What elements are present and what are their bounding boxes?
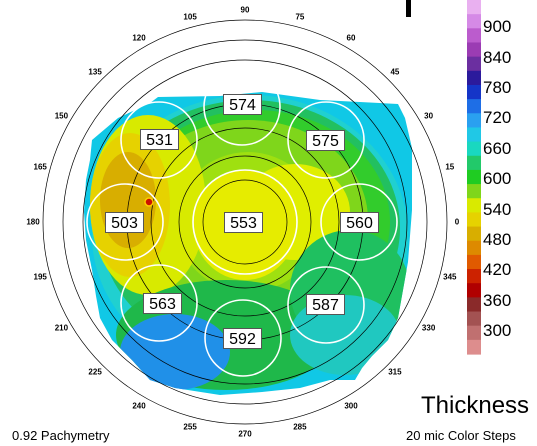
top-marker [406, 0, 411, 17]
zone-value-temporal: 503 [105, 212, 144, 233]
angle-tick-label: 60 [346, 33, 356, 43]
scale-swatch [467, 70, 481, 86]
scale-swatch [467, 14, 481, 29]
scale-swatch [467, 240, 481, 256]
map-caption: 0.92 Pachymetry [12, 428, 110, 443]
angle-tick-label: 255 [183, 422, 197, 432]
zone-value-superior-nasal: 575 [306, 130, 345, 151]
map-subtitle: 20 mic Color Steps [406, 428, 516, 443]
zone-circles [86, 68, 398, 377]
scale-swatch [467, 56, 481, 72]
angle-tick-label: 315 [388, 367, 402, 377]
scale-label-360: 360 [483, 291, 512, 310]
scale-swatch [467, 169, 481, 185]
zone-value-center: 553 [224, 212, 263, 233]
scale-swatch [467, 283, 481, 298]
thickness-map-surface [84, 92, 412, 395]
map-title: Thickness [421, 392, 530, 419]
angle-tick-label: 270 [238, 429, 252, 439]
scale-label-480: 480 [483, 230, 512, 249]
scale-swatch [467, 184, 481, 199]
angle-tick-label: 150 [54, 111, 69, 121]
angle-tick-label: 30 [424, 111, 434, 121]
angle-tick-label: 330 [421, 323, 436, 333]
scale-swatch [467, 198, 481, 213]
scale-label-660: 660 [483, 139, 512, 158]
angle-tick-label: 120 [132, 33, 146, 43]
thinnest-point-marker [144, 197, 154, 207]
angle-tick-label: 240 [132, 401, 146, 411]
scale-label-840: 840 [483, 48, 512, 67]
scale-label-780: 780 [483, 78, 512, 97]
zone-value-inferior-temporal: 563 [143, 293, 182, 314]
scale-swatch [467, 99, 481, 114]
scale-swatch [467, 141, 481, 157]
scale-swatch [467, 0, 481, 15]
scale-label-420: 420 [483, 260, 512, 279]
angle-tick-label: 210 [54, 323, 69, 333]
scale-label-900: 900 [483, 17, 512, 36]
scale-label-600: 600 [483, 169, 512, 188]
scale-swatch [467, 269, 481, 284]
scale-swatch [467, 297, 481, 313]
angle-tick-label: 180 [26, 217, 40, 227]
scale-swatch [467, 155, 481, 171]
scale-swatch [467, 212, 481, 228]
scale-swatch [467, 339, 481, 355]
scale-swatch [467, 311, 481, 327]
zone-value-superior: 574 [223, 94, 262, 115]
scale-swatch [467, 226, 481, 242]
angle-tick-label: 45 [390, 67, 400, 77]
angle-tick-label: 105 [183, 12, 197, 22]
scale-swatch [467, 28, 481, 44]
zone-value-superior-temporal: 531 [140, 129, 179, 150]
angle-tick-label: 345 [443, 272, 457, 282]
scale-swatch [467, 254, 481, 270]
scale-swatch [467, 127, 481, 143]
angle-tick-label: 135 [88, 67, 102, 77]
scale-swatch [467, 84, 481, 100]
angle-tick-label: 225 [88, 367, 102, 377]
scale-swatch [467, 42, 481, 58]
zone-value-nasal: 560 [340, 212, 379, 233]
angle-tick-label: 15 [445, 162, 455, 172]
scale-swatch [467, 113, 481, 129]
scale-swatch [467, 325, 481, 341]
zone-value-inferior: 592 [223, 328, 262, 349]
angle-tick-label: 0 [454, 217, 460, 227]
scale-label-300: 300 [483, 321, 512, 340]
zone-value-inferior-nasal: 587 [306, 294, 345, 315]
scale-label-720: 720 [483, 108, 512, 127]
angle-tick-label: 90 [240, 5, 250, 15]
color-scale-bar [467, 0, 481, 355]
angle-tick-label: 285 [293, 422, 307, 432]
angle-tick-label: 300 [344, 401, 358, 411]
scale-label-540: 540 [483, 200, 512, 219]
angle-tick-label: 195 [33, 272, 47, 282]
angle-tick-label: 165 [33, 162, 47, 172]
angle-tick-label: 75 [295, 12, 305, 22]
